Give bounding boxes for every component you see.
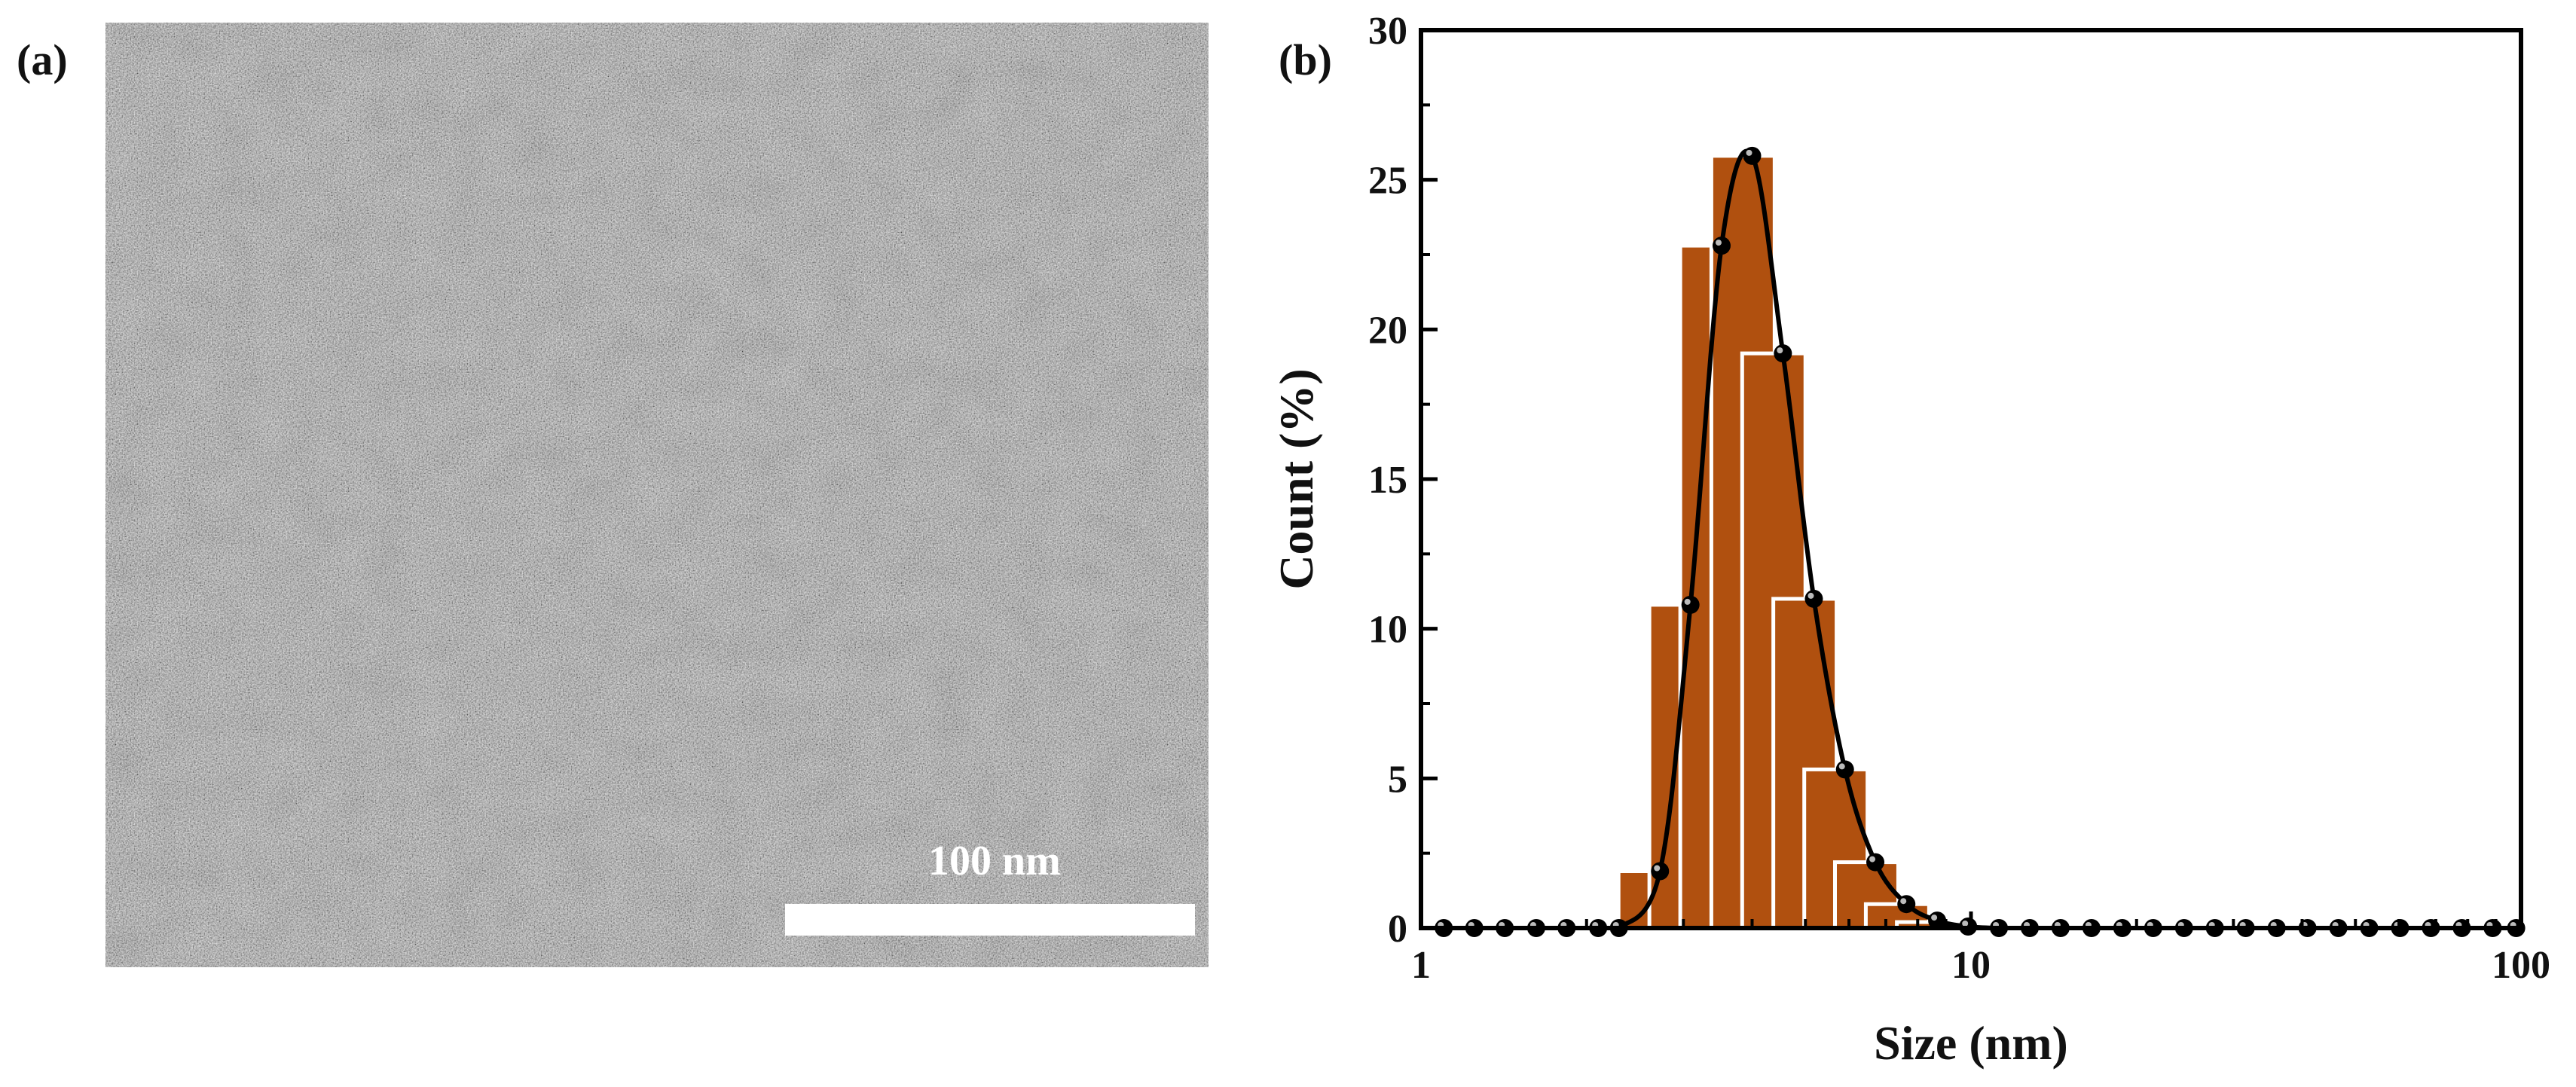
fit-marker-highlight [1962, 921, 1969, 927]
fit-marker-highlight [1746, 149, 1752, 156]
y-tick-label: 25 [1368, 160, 1407, 203]
y-tick-label: 0 [1388, 908, 1407, 951]
x-tick-label: 10 [1951, 944, 1991, 987]
y-tick-label: 10 [1368, 609, 1407, 652]
fit-marker-highlight [1931, 914, 1938, 921]
y-tick-label: 30 [1368, 10, 1407, 53]
y-tick-label: 15 [1368, 459, 1407, 502]
fit-marker-highlight [1777, 347, 1783, 354]
fit-marker-highlight [1715, 240, 1722, 246]
fit-marker-highlight [1838, 763, 1845, 770]
fit-marker-highlight [1654, 865, 1661, 872]
fit-marker-highlight [1900, 898, 1907, 905]
distribution-fit [1435, 146, 2526, 937]
tem-micrograph [105, 23, 1209, 967]
fit-marker-highlight [1807, 592, 1814, 599]
x-tick-label: 1 [1411, 944, 1431, 987]
fit-marker [1743, 146, 1762, 165]
x-tick-label: 100 [2492, 944, 2550, 987]
fit-marker-highlight [1869, 856, 1876, 863]
axes: 0 5 10 15 20 25 30 1 10 100 [1368, 10, 2550, 987]
fit-marker [1651, 862, 1670, 881]
scale-bar [785, 904, 1195, 936]
y-tick-label: 20 [1368, 309, 1407, 352]
panel-a-label: (a) [17, 35, 68, 84]
panel-b-label: (b) [1279, 35, 1332, 84]
fit-marker [1804, 589, 1823, 608]
fit-marker [1897, 895, 1916, 914]
fit-marker-highlight [1684, 598, 1691, 605]
fit-marker [1866, 853, 1885, 872]
fit-marker [1681, 595, 1700, 614]
fit-marker [1835, 760, 1854, 779]
scale-bar-label: 100 nm [928, 838, 1061, 884]
fit-curve [1444, 148, 2516, 931]
x-axis-title: Size (nm) [1874, 1016, 2068, 1070]
plot-frame [1419, 28, 2523, 930]
y-axis-title: Count (%) [1270, 368, 1323, 589]
fit-marker [1712, 237, 1731, 255]
fit-marker [1774, 344, 1792, 363]
y-tick-label: 5 [1388, 758, 1407, 801]
